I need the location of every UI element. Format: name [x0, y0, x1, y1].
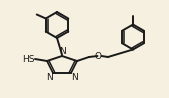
Text: N: N	[59, 46, 65, 55]
Text: N: N	[46, 74, 53, 83]
Text: N: N	[71, 74, 78, 83]
Text: HS: HS	[22, 54, 35, 64]
Text: O: O	[94, 52, 102, 60]
